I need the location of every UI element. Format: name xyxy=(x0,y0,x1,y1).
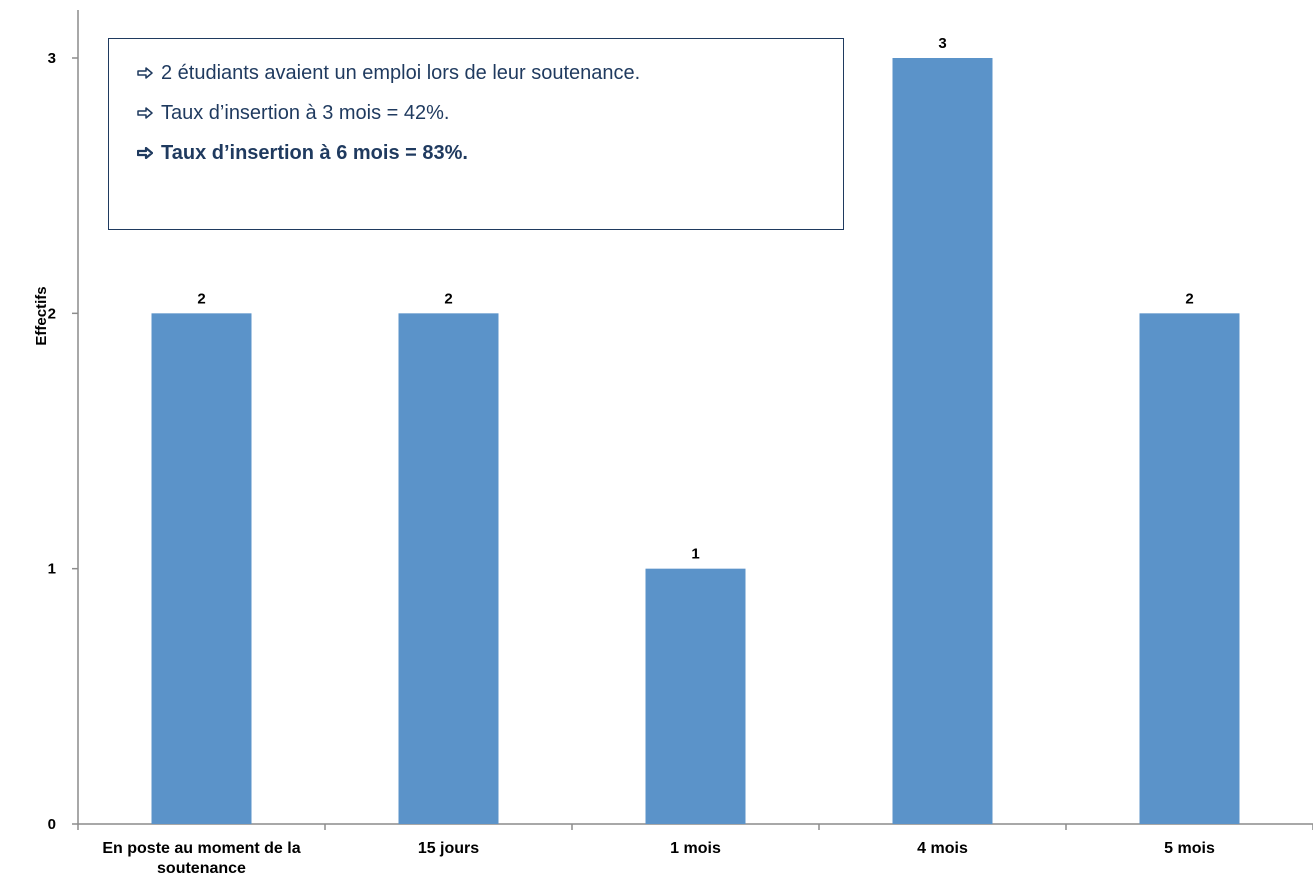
y-tick-label: 3 xyxy=(48,50,56,67)
data-label: 2 xyxy=(197,290,205,307)
annotation-box: 2 étudiants avaient un emploi lors de le… xyxy=(108,38,844,230)
data-label: 3 xyxy=(938,35,946,52)
bar-series xyxy=(151,58,1240,824)
y-axis-title: Effectifs xyxy=(33,286,50,345)
data-label: 2 xyxy=(444,290,452,307)
bar xyxy=(645,568,746,824)
category-labels: En poste au moment de la soutenance 15 jou… xyxy=(102,840,1215,877)
bar xyxy=(892,58,993,824)
bar xyxy=(1139,313,1240,824)
data-label: 1 xyxy=(691,546,699,563)
arrow-right-outline-icon xyxy=(137,53,155,93)
data-labels: 2 2 1 3 2 xyxy=(197,35,1193,563)
x-category-label: En poste au moment de la xyxy=(102,840,300,857)
x-category-label: 4 mois xyxy=(917,840,968,857)
annotation-text: Taux d’insertion à 3 mois = 42%. xyxy=(161,102,450,124)
bar xyxy=(398,313,499,824)
data-label: 2 xyxy=(1185,290,1193,307)
annotation-line-2: Taux d’insertion à 3 mois = 42%. xyxy=(137,93,843,133)
x-category-label: 5 mois xyxy=(1164,840,1215,857)
annotation-text: 2 étudiants avaient un emploi lors de le… xyxy=(161,62,641,84)
arrow-right-outline-icon xyxy=(137,93,155,133)
annotation-text: Taux d’insertion à 6 mois = 83%. xyxy=(161,142,468,164)
y-tick-label: 0 xyxy=(48,816,56,833)
annotation-line-1: 2 étudiants avaient un emploi lors de le… xyxy=(137,53,843,93)
bar xyxy=(151,313,252,824)
x-category-label: 1 mois xyxy=(670,840,721,857)
arrow-right-outline-icon xyxy=(136,133,155,173)
annotation-line-3: Taux d’insertion à 6 mois = 83%. xyxy=(136,133,843,173)
x-category-label: 15 jours xyxy=(418,840,479,857)
y-axis-ticks: 0 1 2 3 xyxy=(48,50,78,833)
y-tick-label: 1 xyxy=(48,561,56,578)
x-category-label: soutenance xyxy=(157,860,246,877)
x-axis-ticks xyxy=(77,824,1313,830)
y-tick-label: 2 xyxy=(48,305,56,322)
